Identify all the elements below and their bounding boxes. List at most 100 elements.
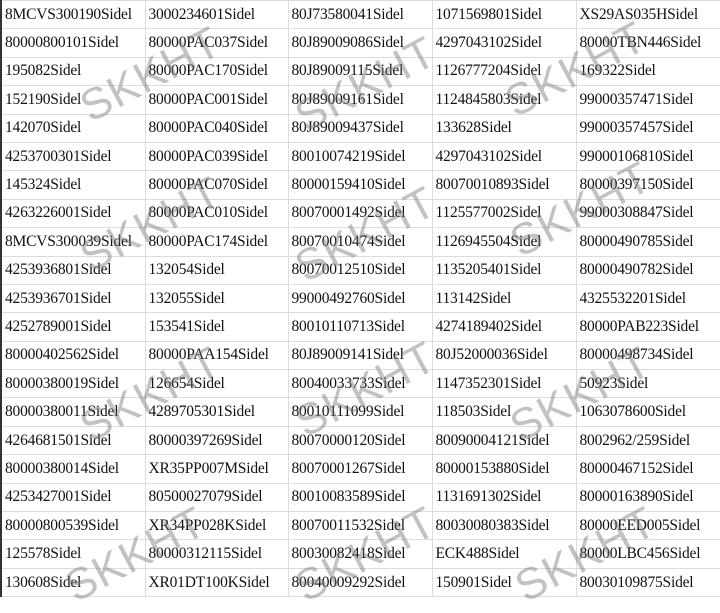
table-cell[interactable]: 80000380011Sidel [0, 397, 146, 427]
table-cell[interactable]: 195082Sidel [0, 56, 146, 87]
table-cell[interactable]: 80000380014Sidel [0, 454, 146, 484]
table-cell[interactable]: 80010074219Sidel [287, 141, 433, 172]
table-cell[interactable]: XR34PP028KSidel [144, 511, 289, 541]
table-cell[interactable]: 50923Sidel [575, 369, 720, 399]
table-cell[interactable]: 80000159410Sidel [287, 170, 433, 200]
table-cell[interactable]: 80J89009141Sidel [287, 340, 433, 371]
table-cell[interactable]: 1131691302Sidel [431, 482, 577, 513]
table-cell[interactable]: 80000490785Sidel [575, 227, 720, 257]
table-cell[interactable]: 80030080383Sidel [431, 511, 577, 541]
table-cell[interactable]: 1126777204Sidel [431, 56, 577, 87]
table-cell[interactable]: 80000397150Sidel [575, 170, 720, 200]
table-cell[interactable]: 80000PAC174Sidel [144, 227, 289, 257]
table-cell[interactable]: 80010083589Sidel [287, 482, 433, 513]
table-cell[interactable]: 3000234601Sidel [144, 0, 289, 30]
table-cell[interactable]: ECK488Sidel [431, 539, 577, 569]
table-cell[interactable]: 80000PAC037Sidel [144, 28, 289, 58]
table-cell[interactable]: 80070000120Sidel [287, 425, 433, 456]
table-cell[interactable]: 80070010893Sidel [431, 170, 577, 200]
table-cell[interactable]: 142070Sidel [0, 113, 146, 143]
table-cell[interactable]: 169322Sidel [575, 56, 720, 87]
table-cell[interactable]: 132055Sidel [144, 283, 289, 314]
table-cell[interactable]: 126654Sidel [144, 369, 289, 399]
table-cell[interactable]: 80070011532Sidel [287, 511, 433, 541]
table-cell[interactable]: 80000380019Sidel [0, 369, 146, 399]
table-cell[interactable]: 153541Sidel [144, 312, 289, 342]
table-cell[interactable]: 80500027079Sidel [144, 482, 289, 513]
table-cell[interactable]: 133628Sidel [431, 113, 577, 143]
table-cell[interactable]: 80000PAC039Sidel [144, 141, 289, 172]
table-cell[interactable]: 4264681501Sidel [0, 425, 146, 456]
table-cell[interactable]: 1135205401Sidel [431, 255, 577, 285]
table-cell[interactable]: 4253427001Sidel [0, 482, 146, 513]
table-cell[interactable]: 125578Sidel [0, 539, 146, 569]
table-cell[interactable]: 80010111099Sidel [287, 397, 433, 427]
table-cell[interactable]: 80000EED005Sidel [575, 511, 720, 541]
table-cell[interactable]: 99000357471Sidel [575, 85, 720, 115]
table-cell[interactable]: 80000LBC456Sidel [575, 539, 720, 569]
table-cell[interactable]: 80000PAC010Sidel [144, 198, 289, 229]
table-cell[interactable]: XR01DT100KSidel [144, 567, 289, 598]
table-cell[interactable]: 80030109875Sidel [575, 567, 720, 598]
table-cell[interactable]: 80000PAB223Sidel [575, 312, 720, 342]
table-cell[interactable]: 99000308847Sidel [575, 198, 720, 229]
table-cell[interactable]: 80000163890Sidel [575, 482, 720, 513]
table-cell[interactable]: 80J89009086Sidel [287, 28, 433, 58]
table-cell[interactable]: 80070012510Sidel [287, 255, 433, 285]
table-cell[interactable]: 80070010474Sidel [287, 227, 433, 257]
table-cell[interactable]: 130608Sidel [0, 567, 146, 598]
table-cell[interactable]: 80090004121Sidel [431, 425, 577, 456]
table-cell[interactable]: 80010110713Sidel [287, 312, 433, 342]
table-cell[interactable]: 80000498734Sidel [575, 340, 720, 371]
table-cell[interactable]: 80000312115Sidel [144, 539, 289, 569]
table-cell[interactable]: 8MCVS300190Sidel [0, 0, 146, 30]
table-cell[interactable]: 80000397269Sidel [144, 425, 289, 456]
table-cell[interactable]: XS29AS035HSidel [575, 0, 720, 30]
table-cell[interactable]: 1147352301Sidel [431, 369, 577, 399]
table-cell[interactable]: 80000PAC040Sidel [144, 113, 289, 143]
table-cell[interactable]: 8MCVS300039Sidel [0, 227, 146, 257]
table-cell[interactable]: 80000467152Sidel [575, 454, 720, 484]
table-cell[interactable]: 80000402562Sidel [0, 340, 146, 371]
table-cell[interactable]: 145324Sidel [0, 170, 146, 200]
table-cell[interactable]: 80J89009437Sidel [287, 113, 433, 143]
table-cell[interactable]: 99000106810Sidel [575, 141, 720, 172]
table-cell[interactable]: 80J89009115Sidel [287, 56, 433, 87]
table-cell[interactable]: 152190Sidel [0, 85, 146, 115]
table-cell[interactable]: 1125577002Sidel [431, 198, 577, 229]
table-cell[interactable]: 80030082418Sidel [287, 539, 433, 569]
table-cell[interactable]: 80040009292Sidel [287, 567, 433, 598]
table-cell[interactable]: 150901Sidel [431, 567, 577, 598]
table-cell[interactable]: 80000153880Sidel [431, 454, 577, 484]
table-cell[interactable]: 118503Sidel [431, 397, 577, 427]
table-cell[interactable]: 1124845803Sidel [431, 85, 577, 115]
table-cell[interactable]: 8002962/259Sidel [575, 425, 720, 456]
table-cell[interactable]: 4263226001Sidel [0, 198, 146, 229]
table-cell[interactable]: 4297043102Sidel [431, 141, 577, 172]
table-cell[interactable]: 4274189402Sidel [431, 312, 577, 342]
table-cell[interactable]: 4297043102Sidel [431, 28, 577, 58]
table-cell[interactable]: 80000PAA154Sidel [144, 340, 289, 371]
table-cell[interactable]: 113142Sidel [431, 283, 577, 314]
table-cell[interactable]: 99000492760Sidel [287, 283, 433, 314]
table-cell[interactable]: 4253936701Sidel [0, 283, 146, 314]
table-cell[interactable]: 80000PAC170Sidel [144, 56, 289, 87]
table-cell[interactable]: 80J73580041Sidel [287, 0, 433, 30]
table-cell[interactable]: 132054Sidel [144, 255, 289, 285]
table-cell[interactable]: XR35PP007MSidel [144, 454, 289, 484]
table-cell[interactable]: 1071569801Sidel [431, 0, 577, 30]
table-cell[interactable]: 80040033733Sidel [287, 369, 433, 399]
table-cell[interactable]: 4325532201Sidel [575, 283, 720, 314]
table-cell[interactable]: 1126945504Sidel [431, 227, 577, 257]
table-cell[interactable]: 80J89009161Sidel [287, 85, 433, 115]
table-cell[interactable]: 80000PAC070Sidel [144, 170, 289, 200]
table-cell[interactable]: 80000800101Sidel [0, 28, 146, 58]
table-cell[interactable]: 4253700301Sidel [0, 141, 146, 172]
table-cell[interactable]: 80000TBN446Sidel [575, 28, 720, 58]
table-cell[interactable]: 80000PAC001Sidel [144, 85, 289, 115]
table-cell[interactable]: 1063078600Sidel [575, 397, 720, 427]
table-cell[interactable]: 4252789001Sidel [0, 312, 146, 342]
table-cell[interactable]: 80J52000036Sidel [431, 340, 577, 371]
table-cell[interactable]: 4253936801Sidel [0, 255, 146, 285]
table-cell[interactable]: 4289705301Sidel [144, 397, 289, 427]
